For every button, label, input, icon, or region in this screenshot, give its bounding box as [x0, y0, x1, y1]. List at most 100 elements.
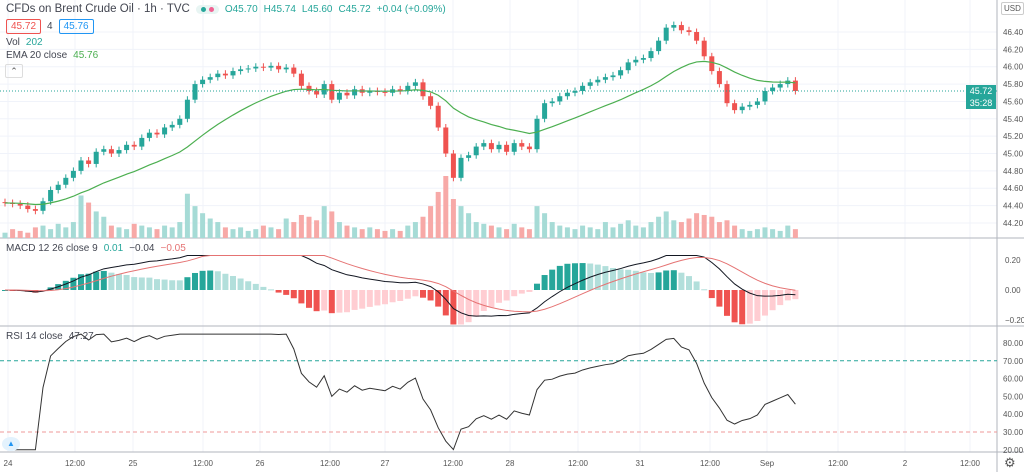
- sell-button[interactable]: 45.72: [6, 19, 42, 34]
- candle: [306, 82, 312, 95]
- price-tick-label: 45.60: [1003, 97, 1024, 106]
- volume-bar: [580, 225, 586, 238]
- volume-bar: [245, 230, 251, 238]
- candle-body: [177, 118, 183, 125]
- settings-gear-icon[interactable]: ⚙: [1004, 455, 1016, 470]
- volume-bar: [367, 227, 373, 238]
- candle-body: [230, 71, 236, 76]
- candle-body: [511, 143, 517, 152]
- volume-bar: [48, 229, 54, 238]
- price-tick-label: 46.20: [1003, 45, 1024, 54]
- volume-bar: [481, 223, 487, 238]
- macd-histogram-bar: [777, 290, 784, 306]
- macd-histogram-bar: [503, 290, 510, 301]
- candle-body: [207, 77, 213, 80]
- volume-bar: [754, 229, 760, 238]
- candle: [283, 64, 289, 73]
- candle: [367, 87, 373, 97]
- volume-bar: [671, 220, 677, 238]
- candle-body: [428, 96, 434, 106]
- ema-value: 45.76: [73, 50, 99, 61]
- candle-body: [238, 69, 244, 72]
- macd-histogram-bar: [769, 290, 776, 311]
- volume-bar: [200, 213, 206, 238]
- ema-legend[interactable]: EMA 20 close 45.76: [6, 50, 98, 61]
- candle: [177, 115, 183, 129]
- macd-histogram-bar: [382, 290, 388, 305]
- volume-bar: [663, 211, 669, 238]
- candle: [154, 129, 160, 138]
- candle: [405, 82, 411, 95]
- candle: [124, 141, 130, 154]
- volume-bar: [420, 216, 426, 238]
- market-open-icon: [200, 6, 206, 12]
- candle-body: [108, 149, 114, 154]
- candle: [610, 71, 616, 81]
- candle-body: [481, 143, 487, 147]
- candle: [633, 56, 639, 66]
- time-tick-label: 2: [903, 459, 908, 468]
- volume-bar: [694, 213, 700, 238]
- candle-body: [625, 62, 631, 71]
- volume-bar: [298, 214, 304, 238]
- macd-histogram-bar: [336, 290, 343, 313]
- candle: [481, 139, 487, 151]
- macd-histogram-bar: [237, 278, 244, 290]
- macd-histogram-bar: [321, 290, 328, 311]
- macd-histogram-bar: [594, 264, 601, 290]
- candle-body: [526, 146, 532, 150]
- buy-button[interactable]: 45.76: [58, 19, 94, 34]
- macd-histogram-bar: [359, 290, 366, 309]
- macd-tick-label: −0.20: [1005, 316, 1024, 325]
- candle-body: [222, 73, 228, 76]
- candle: [792, 77, 798, 95]
- macd-histogram-bar: [731, 290, 738, 323]
- candle-body: [169, 124, 175, 128]
- volume-bar: [428, 206, 434, 238]
- macd-histogram-bar: [154, 279, 160, 290]
- macd-histogram-bar: [746, 290, 753, 324]
- candle: [238, 65, 244, 75]
- candle-body: [93, 151, 99, 164]
- candle: [268, 62, 274, 72]
- candle: [625, 58, 631, 74]
- volume-bar: [283, 218, 289, 238]
- volume-bar: [40, 225, 46, 238]
- macd-histogram-bar: [541, 275, 548, 290]
- symbol-title[interactable]: CFDs on Brent Crude Oil · 1h · TVC: [6, 3, 190, 15]
- candle-body: [633, 59, 639, 63]
- macd-histogram-bar: [602, 266, 609, 290]
- ohlc-open: O45.70: [224, 3, 258, 15]
- rsi-line: [12, 333, 796, 451]
- macd-histogram-bar: [116, 274, 122, 290]
- candle: [108, 145, 114, 157]
- volume-legend[interactable]: Vol 202: [6, 37, 43, 48]
- volume-bar: [435, 191, 441, 238]
- tradingview-logo[interactable]: ▲: [2, 437, 20, 451]
- volume-bar: [466, 213, 472, 238]
- volume-bar: [253, 229, 259, 238]
- collapse-legend-button[interactable]: ⌃: [5, 64, 23, 78]
- macd-legend[interactable]: MACD 12 26 close 9 0.01 −0.04 −0.05: [6, 243, 186, 254]
- volume-bar: [390, 229, 396, 238]
- candle: [511, 139, 517, 156]
- volume-bar: [732, 225, 738, 238]
- currency-label[interactable]: USD: [1001, 2, 1024, 15]
- volume-bar: [648, 222, 654, 238]
- macd-histogram-bar: [123, 275, 130, 290]
- candle-body: [770, 87, 776, 92]
- candle: [747, 101, 753, 111]
- candle-body: [276, 65, 282, 70]
- market-status-toggle[interactable]: [195, 4, 219, 14]
- candle-body: [519, 143, 525, 147]
- macd-histogram-bar: [32, 290, 39, 293]
- macd-histogram-bar: [268, 289, 274, 291]
- macd-tick-label: 0.20: [1005, 256, 1021, 265]
- macd-histogram-bar: [754, 290, 761, 321]
- volume-bar: [640, 227, 646, 238]
- rsi-tick-label: 30.00: [1003, 428, 1024, 437]
- rsi-legend[interactable]: RSI 14 close 47.27: [6, 331, 94, 342]
- volume-bar: [215, 222, 221, 238]
- candle-body: [747, 104, 753, 107]
